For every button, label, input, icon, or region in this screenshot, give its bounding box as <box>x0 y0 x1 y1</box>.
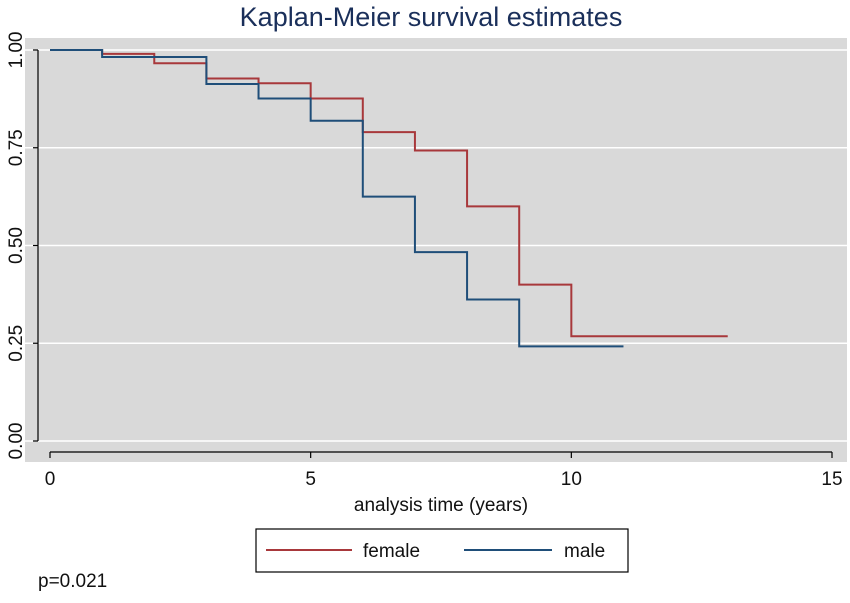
y-tick-label: 0.50 <box>6 227 27 264</box>
y-tick-label: 0.00 <box>6 423 27 460</box>
grid-lines <box>25 49 847 442</box>
axes: 0.00 0.25 0.50 0.75 1.00 0 5 10 15 <box>6 32 843 490</box>
x-tick-label: 15 <box>821 469 842 490</box>
legend: female male <box>255 528 629 573</box>
y-tick-label: 1.00 <box>6 32 27 69</box>
series-line-female <box>50 49 728 338</box>
x-tick-label: 5 <box>305 469 316 490</box>
x-tick-label: 10 <box>561 469 582 490</box>
legend-label-female: female <box>363 541 420 562</box>
series-line-male <box>50 49 624 348</box>
chart-title: Kaplan-Meier survival estimates <box>240 2 623 32</box>
x-axis-label: analysis time (years) <box>354 495 528 516</box>
x-tick-label: 0 <box>45 469 56 490</box>
y-tick-label: 0.75 <box>6 129 27 166</box>
p-value-note: p=0.021 <box>38 571 108 592</box>
y-tick-label: 0.25 <box>6 325 27 362</box>
plot-area <box>25 38 847 462</box>
legend-label-male: male <box>564 541 605 562</box>
survival-curves <box>50 49 728 348</box>
